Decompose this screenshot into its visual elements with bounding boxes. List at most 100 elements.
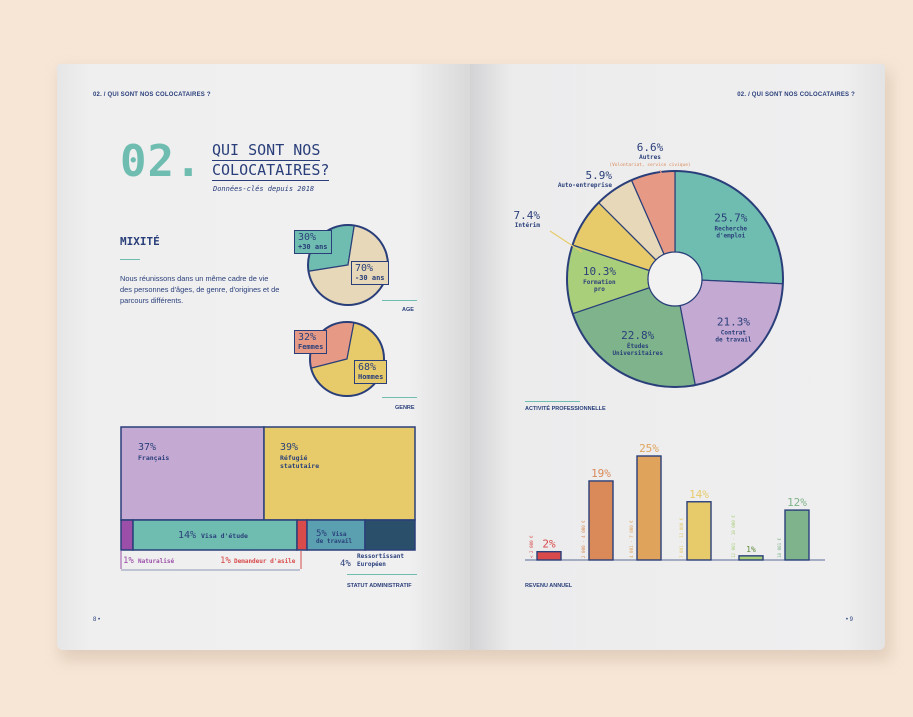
page-subtitle: Données-clés depuis 2018 bbox=[213, 185, 315, 193]
page-number-right: • 9 bbox=[845, 617, 853, 623]
status-label-6a: Ressortissant bbox=[357, 553, 404, 560]
activity-label-3a: Formation bbox=[583, 279, 616, 286]
activity-pct-0: 25.7% bbox=[714, 212, 747, 225]
activity-label-5: Auto-entreprise bbox=[558, 182, 613, 189]
income-bar-4 bbox=[738, 555, 764, 561]
activity-pct-4: 7.4% bbox=[514, 209, 541, 222]
status-pct-1: 39% bbox=[280, 442, 298, 453]
status-pct-0: 37% bbox=[138, 442, 156, 453]
activity-pct-5: 5.9% bbox=[586, 169, 613, 182]
income-category-3: 7 001 - 12 000 € bbox=[679, 517, 684, 558]
status-caption-line bbox=[347, 574, 417, 575]
gender-caption-line bbox=[382, 397, 417, 398]
activity-label-6: Autres bbox=[639, 154, 661, 161]
gender-label-women: 32% Femmes bbox=[294, 330, 328, 354]
section-text: Nous réunissons dans un même cadre de vi… bbox=[120, 274, 280, 305]
income-bar-2 bbox=[636, 455, 662, 561]
activity-pct-2: 22.8% bbox=[621, 329, 654, 342]
income-value-5: 12% bbox=[787, 496, 807, 509]
income-bar-1 bbox=[588, 480, 614, 561]
income-value-4: 1% bbox=[746, 545, 756, 554]
income-category-5: 18 001 € bbox=[777, 537, 782, 558]
activity-label-1b: de travail bbox=[715, 337, 752, 344]
left-page: 02. / QUI SONT NOS COLOCATAIRES ? 02. QU… bbox=[57, 64, 470, 650]
income-caption: REVENU ANNUEL bbox=[525, 583, 573, 589]
running-header-right: 02. / QUI SONT NOS COLOCATAIRES ? bbox=[737, 92, 855, 98]
activity-label-4: Intérim bbox=[515, 222, 541, 229]
age-over30-pct: 30% bbox=[298, 232, 317, 243]
activity-sublabel-6: (Volontariat, service civique) bbox=[609, 162, 690, 168]
status-label-3: Visa d'étude bbox=[201, 532, 248, 540]
gender-label-men: 68% Hommes bbox=[354, 360, 388, 384]
age-under30-name: -30 ans bbox=[355, 274, 385, 282]
status-pct-4: 1% bbox=[220, 556, 231, 566]
activity-label-0a: Recherche bbox=[715, 226, 748, 233]
income-category-4: 12 001 - 18 000 € bbox=[731, 515, 736, 558]
age-label-over30: 30% +30 ans bbox=[294, 230, 332, 254]
status-cell-2 bbox=[120, 519, 134, 551]
status-cell-1 bbox=[263, 426, 416, 521]
status-cell-0 bbox=[120, 426, 265, 521]
status-pct-6: 4% bbox=[340, 559, 351, 569]
activity-pct-1: 21.3% bbox=[717, 316, 750, 329]
income-value-2: 25% bbox=[639, 444, 659, 455]
activity-pct-6: 6.6% bbox=[637, 141, 664, 154]
age-over30-name: +30 ans bbox=[298, 243, 328, 251]
page-number-left: 8 • bbox=[93, 617, 101, 623]
activity-label-2a: Études bbox=[627, 342, 649, 350]
chapter-number: 02. bbox=[120, 136, 203, 187]
women-pct: 32% bbox=[298, 332, 317, 343]
running-header: 02. / QUI SONT NOS COLOCATAIRES ? bbox=[93, 92, 211, 98]
gender-outline bbox=[309, 321, 385, 397]
status-label-1a: Réfugié bbox=[280, 454, 307, 462]
income-category-1: 2 000 - 4 000 € bbox=[581, 520, 586, 558]
income-value-1: 19% bbox=[591, 467, 611, 480]
status-pct-5: 5% bbox=[316, 529, 327, 539]
status-label-4: Demandeur d'asile bbox=[234, 558, 296, 565]
status-label-5b: de travail bbox=[316, 538, 353, 545]
women-name: Femmes bbox=[298, 343, 324, 351]
income-bar-3 bbox=[686, 501, 712, 561]
age-under30-pct: 70% bbox=[355, 263, 374, 274]
income-category-0: < 2 000 € bbox=[529, 535, 534, 558]
status-label-5a: Visa bbox=[332, 531, 347, 538]
title-line-2: COLOCATAIRES? bbox=[212, 161, 330, 181]
status-cell-4 bbox=[296, 519, 308, 551]
page-title: QUI SONT NOS COLOCATAIRES? bbox=[212, 141, 330, 181]
status-label-6b: Européen bbox=[357, 561, 386, 568]
activity-hole bbox=[647, 251, 703, 307]
section-title: MIXITÉ bbox=[120, 235, 160, 248]
men-name: Hommes bbox=[358, 373, 384, 381]
status-cell-6 bbox=[364, 519, 416, 551]
status-pct-2: 1% bbox=[123, 556, 134, 566]
men-pct: 68% bbox=[358, 362, 377, 373]
gender-caption: GENRE bbox=[395, 405, 415, 411]
status-label-0: Français bbox=[138, 454, 169, 462]
activity-outline bbox=[566, 170, 784, 388]
age-caption: AGE bbox=[402, 307, 414, 313]
activity-label-3b: pro bbox=[594, 286, 605, 293]
title-line-1: QUI SONT NOS bbox=[212, 141, 321, 161]
status-cell-3 bbox=[132, 519, 298, 551]
activity-caption-line bbox=[525, 401, 580, 402]
section-divider bbox=[120, 259, 140, 260]
age-label-under30: 70% -30 ans bbox=[351, 261, 389, 285]
status-pct-3: 14% bbox=[178, 530, 196, 541]
status-label-1b: statutaire bbox=[280, 462, 319, 470]
activity-label-1a: Contrat bbox=[721, 330, 747, 337]
activity-leader-4 bbox=[549, 230, 583, 253]
income-bar-chart: 2% < 2 000 € 19% 2 000 - 4 000 € 25% 4 001 - … bbox=[525, 444, 825, 561]
activity-label-2b: Universitaires bbox=[612, 350, 663, 357]
income-category-2: 4 001 - 7 000 € bbox=[629, 520, 634, 558]
activity-leader-6 bbox=[659, 169, 667, 185]
status-label-2: Naturalisé bbox=[138, 558, 175, 565]
income-value-0: 2% bbox=[542, 538, 556, 551]
activity-pct-3: 10.3% bbox=[583, 265, 616, 278]
activity-label-0b: d'emploi bbox=[716, 233, 745, 240]
status-caption: STATUT ADMINISTRATIF bbox=[347, 583, 412, 589]
income-bar-5 bbox=[784, 509, 810, 561]
income-bar-0 bbox=[536, 550, 562, 561]
activity-caption: ACTIVITÉ PROFESSIONNELLE bbox=[525, 406, 606, 412]
